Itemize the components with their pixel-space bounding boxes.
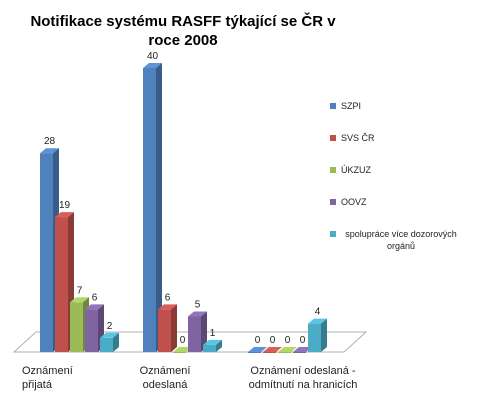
bar-front — [100, 337, 113, 352]
data-label: 40 — [147, 51, 159, 62]
bar-front — [143, 68, 156, 352]
data-label: 0 — [270, 335, 276, 346]
chart-title: Notifikace systému RASFF týkající se ČR … — [30, 13, 336, 49]
bar-front — [158, 309, 171, 352]
bar-side — [156, 63, 162, 352]
bar-top — [158, 304, 177, 310]
category-label: Oznámení odeslaná — [139, 365, 191, 391]
bar-front — [173, 352, 186, 353]
data-label: 0 — [285, 335, 291, 346]
data-label: 0 — [300, 335, 306, 346]
bar-top — [70, 297, 89, 303]
legend-swatch — [330, 231, 336, 237]
legend-item: spolupráce více dozorových orgánů — [330, 228, 461, 252]
legend-swatch — [330, 167, 336, 173]
bar-2-4 — [188, 311, 207, 352]
bar-top — [203, 339, 222, 345]
bar-top — [293, 347, 312, 352]
bar-top — [248, 347, 267, 352]
data-label: 19 — [59, 200, 71, 211]
data-label: 6 — [165, 292, 171, 303]
data-label: 2 — [107, 321, 113, 332]
legend-swatch — [330, 103, 336, 109]
bar-front — [263, 352, 276, 353]
bar-1-5 — [100, 332, 119, 352]
bar-front — [248, 352, 261, 353]
bar-front — [70, 302, 83, 352]
legend-item: ÚKZUZ — [330, 164, 371, 176]
bar-side — [113, 332, 119, 352]
bar-front — [278, 352, 291, 353]
bar-top — [188, 311, 207, 317]
bar-top — [308, 318, 327, 324]
bar-2-5 — [203, 339, 222, 352]
legend-label: SZPI — [341, 101, 362, 111]
bar-front — [40, 153, 53, 352]
bar-3-3 — [278, 347, 297, 353]
bar-1-2 — [55, 212, 74, 352]
legend-label: ÚKZUZ — [341, 165, 371, 175]
legend-swatch — [330, 199, 336, 205]
data-label: 7 — [77, 285, 83, 296]
legend-label: OOVZ — [341, 197, 367, 207]
legend-item: OOVZ — [330, 196, 367, 208]
legend-label: spolupráce více dozorových orgánů — [345, 229, 457, 251]
bar-1-4 — [85, 304, 104, 352]
bar-top — [85, 304, 104, 310]
bar-2-2 — [158, 304, 177, 352]
bar-top — [278, 347, 297, 352]
bar-3-1 — [248, 347, 267, 353]
data-label: 0 — [255, 335, 261, 346]
legend-label: SVS ČR — [341, 133, 375, 143]
bar-3-5 — [308, 318, 327, 352]
bar-front — [85, 309, 98, 352]
bar-2-3 — [173, 347, 192, 353]
bar-top — [263, 347, 282, 352]
bar-front — [55, 217, 68, 352]
data-label: 4 — [315, 307, 321, 318]
category-label: Oznámení odeslaná - odmítnutí na hranicí… — [248, 365, 358, 391]
bar-top — [143, 63, 162, 68]
bar-front — [308, 323, 321, 352]
bar-2-1 — [143, 63, 162, 352]
legend-item: SVS ČR — [330, 132, 375, 144]
bar-front — [188, 316, 201, 352]
bar-front — [293, 352, 306, 353]
category-label: Oznámení přijatá — [22, 365, 73, 391]
data-label: 5 — [195, 300, 201, 311]
data-label: 6 — [92, 292, 98, 303]
bar-top — [100, 332, 119, 338]
bar-side — [201, 311, 207, 352]
bar-top — [40, 148, 59, 154]
bar-top — [173, 347, 192, 352]
bar-top — [55, 212, 74, 218]
legend-item: SZPI — [330, 100, 361, 112]
data-label: 1 — [210, 328, 216, 339]
bar-3-4 — [293, 347, 312, 353]
bar-side — [216, 339, 222, 352]
bar-3-2 — [263, 347, 282, 353]
bar-side — [321, 318, 327, 352]
legend-swatch — [330, 135, 336, 141]
data-label: 0 — [180, 335, 186, 346]
data-label: 28 — [44, 136, 56, 147]
bar-front — [203, 344, 216, 352]
bar-side — [171, 304, 177, 352]
